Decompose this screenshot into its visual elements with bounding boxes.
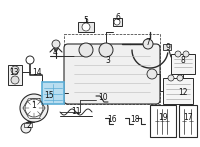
Bar [179, 105, 197, 137]
Text: 17: 17 [183, 113, 193, 122]
Circle shape [175, 51, 181, 57]
Text: 16: 16 [107, 116, 117, 125]
Text: 1: 1 [32, 101, 36, 110]
Circle shape [11, 66, 19, 74]
Circle shape [147, 69, 157, 79]
Text: 11: 11 [71, 107, 81, 117]
Bar [171, 54, 195, 74]
Text: 8: 8 [181, 56, 185, 65]
Text: 9: 9 [166, 42, 170, 51]
Bar [78, 22, 94, 32]
Circle shape [183, 51, 189, 57]
Text: 3: 3 [106, 56, 110, 65]
Bar [24, 123, 32, 127]
Bar [163, 78, 193, 104]
Bar [163, 44, 171, 50]
Circle shape [79, 43, 93, 57]
Circle shape [52, 40, 60, 48]
Circle shape [99, 43, 113, 57]
Text: 4: 4 [53, 47, 57, 56]
Circle shape [168, 75, 174, 81]
Text: 5: 5 [84, 15, 88, 25]
Circle shape [114, 19, 120, 25]
Text: 10: 10 [98, 92, 108, 101]
Bar [42, 82, 64, 104]
Circle shape [21, 123, 31, 133]
Circle shape [25, 99, 43, 117]
Circle shape [11, 76, 19, 84]
Text: 7: 7 [146, 37, 150, 46]
Text: 2: 2 [27, 122, 31, 131]
Circle shape [143, 39, 153, 49]
Circle shape [20, 94, 48, 122]
FancyBboxPatch shape [64, 44, 160, 104]
Text: 14: 14 [32, 67, 42, 76]
Text: 13: 13 [9, 67, 19, 76]
Circle shape [26, 56, 34, 64]
Bar [64, 34, 160, 104]
Text: 18: 18 [130, 116, 140, 125]
Text: 15: 15 [44, 91, 54, 100]
Circle shape [82, 23, 90, 31]
Bar [150, 105, 176, 137]
Text: 19: 19 [158, 113, 168, 122]
Bar [113, 18, 122, 26]
Text: 6: 6 [116, 12, 120, 21]
Circle shape [177, 75, 183, 81]
Bar [8, 65, 22, 85]
Text: 12: 12 [178, 87, 188, 96]
